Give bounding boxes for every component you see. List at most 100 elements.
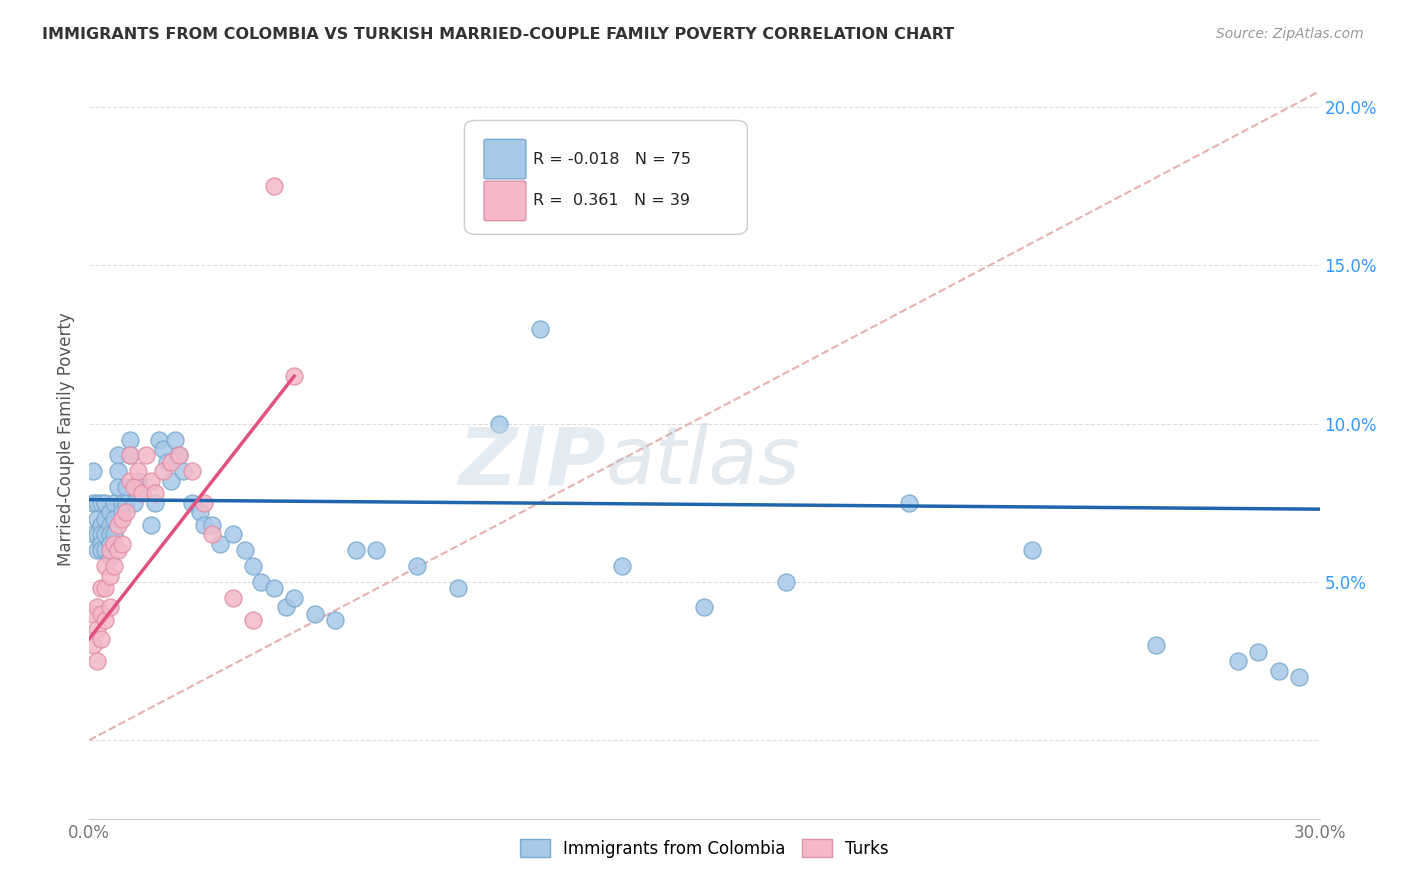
Point	[323, 613, 346, 627]
Point	[86, 496, 108, 510]
Point	[160, 455, 183, 469]
Point	[82, 496, 104, 510]
Point	[180, 496, 202, 510]
Point	[127, 474, 149, 488]
Point	[135, 448, 157, 462]
Point	[90, 537, 112, 551]
Point	[90, 543, 112, 558]
Point	[94, 511, 117, 525]
Point	[152, 464, 174, 478]
Point	[274, 600, 297, 615]
Point	[304, 607, 326, 621]
Point	[86, 623, 108, 637]
Point	[115, 496, 138, 510]
Point	[98, 518, 121, 533]
Point	[111, 537, 134, 551]
Point	[188, 505, 211, 519]
Point	[120, 448, 142, 462]
Point	[693, 600, 716, 615]
Point	[111, 505, 134, 519]
Point	[209, 537, 232, 551]
Point	[103, 511, 125, 525]
FancyBboxPatch shape	[484, 181, 526, 220]
Point	[406, 559, 429, 574]
Legend: Immigrants from Colombia, Turks: Immigrants from Colombia, Turks	[513, 833, 896, 864]
Point	[143, 486, 166, 500]
Point	[122, 496, 145, 510]
Point	[98, 527, 121, 541]
Point	[250, 574, 273, 589]
Point	[1144, 638, 1167, 652]
Point	[98, 568, 121, 582]
Point	[98, 543, 121, 558]
Point	[193, 496, 215, 510]
Point	[143, 496, 166, 510]
Point	[103, 496, 125, 510]
Point	[898, 496, 921, 510]
Point	[115, 505, 138, 519]
Point	[98, 505, 121, 519]
Point	[90, 518, 112, 533]
Point	[160, 474, 183, 488]
Point	[169, 448, 191, 462]
Point	[152, 442, 174, 456]
Point	[90, 527, 112, 541]
Point	[111, 511, 134, 525]
FancyBboxPatch shape	[464, 120, 748, 235]
Point	[98, 537, 121, 551]
Point	[94, 559, 117, 574]
Point	[120, 433, 142, 447]
Point	[103, 527, 125, 541]
Point	[86, 527, 108, 541]
Point	[103, 537, 125, 551]
Point	[1226, 654, 1249, 668]
Point	[201, 527, 224, 541]
Point	[127, 464, 149, 478]
Point	[233, 543, 256, 558]
Point	[263, 179, 285, 194]
Point	[283, 369, 305, 384]
Point	[103, 559, 125, 574]
Point	[172, 464, 194, 478]
Point	[107, 464, 129, 478]
Point	[86, 600, 108, 615]
Point	[90, 632, 112, 646]
Text: atlas: atlas	[606, 424, 800, 501]
Point	[180, 464, 202, 478]
Point	[156, 455, 179, 469]
Point	[98, 549, 121, 564]
Point	[529, 321, 551, 335]
Point	[90, 582, 112, 596]
Point	[148, 433, 170, 447]
Point	[107, 543, 129, 558]
Point	[86, 543, 108, 558]
Point	[221, 527, 243, 541]
Point	[447, 582, 470, 596]
Point	[82, 464, 104, 478]
Point	[90, 496, 112, 510]
Point	[1247, 645, 1270, 659]
Text: Source: ZipAtlas.com: Source: ZipAtlas.com	[1216, 27, 1364, 41]
Point	[165, 433, 187, 447]
Text: IMMIGRANTS FROM COLOMBIA VS TURKISH MARRIED-COUPLE FAMILY POVERTY CORRELATION CH: IMMIGRANTS FROM COLOMBIA VS TURKISH MARR…	[42, 27, 955, 42]
Point	[139, 518, 162, 533]
Point	[98, 600, 121, 615]
Text: R =  0.361   N = 39: R = 0.361 N = 39	[533, 194, 690, 209]
Point	[115, 480, 138, 494]
Point	[488, 417, 510, 431]
Point	[131, 486, 153, 500]
Point	[107, 518, 129, 533]
Point	[283, 591, 305, 605]
Point	[139, 474, 162, 488]
Point	[94, 527, 117, 541]
Point	[90, 607, 112, 621]
Point	[193, 518, 215, 533]
Point	[169, 448, 191, 462]
Point	[86, 654, 108, 668]
Point	[1267, 664, 1289, 678]
Point	[122, 480, 145, 494]
Point	[242, 613, 264, 627]
Point	[612, 559, 634, 574]
Point	[94, 543, 117, 558]
Point	[111, 496, 134, 510]
